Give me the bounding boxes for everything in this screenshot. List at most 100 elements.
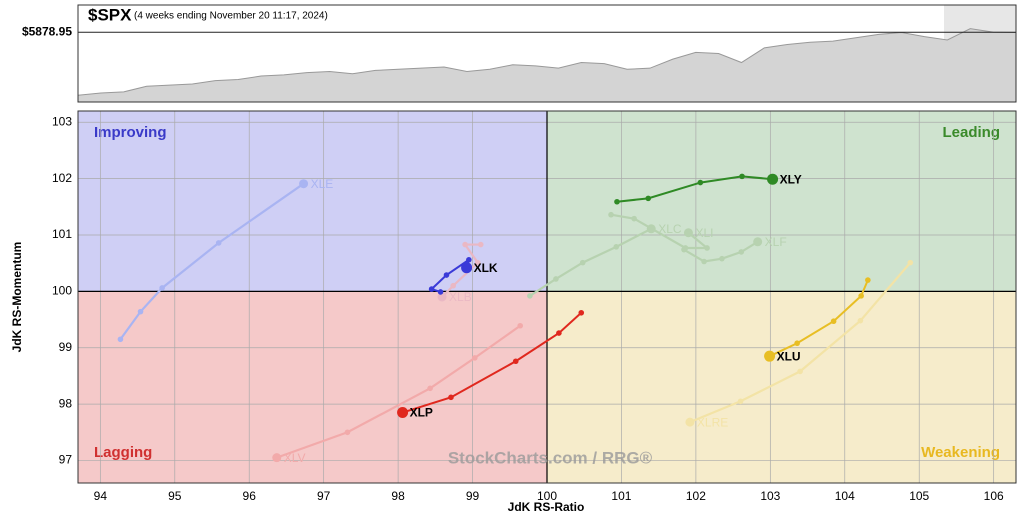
tail-point: [527, 293, 533, 299]
x-tick-label: 99: [466, 489, 480, 503]
series-label: XLRE: [697, 415, 728, 429]
x-tick-label: 105: [909, 489, 929, 503]
tail-point: [517, 322, 523, 329]
series-label: XLP: [410, 406, 433, 420]
x-tick-label: 96: [243, 489, 257, 503]
tail-point: [738, 249, 745, 255]
x-axis-label: JdK RS-Ratio: [508, 500, 585, 514]
price-frame: [77, 4, 1017, 103]
series-label: XLB: [449, 290, 472, 304]
tail-point: [797, 368, 803, 375]
x-tick-label: 104: [835, 489, 855, 503]
series-label: XLI: [695, 226, 713, 240]
series-label: XLE: [311, 177, 334, 191]
y-tick-label: 102: [52, 171, 72, 185]
series-label: XLF: [765, 235, 787, 249]
head-marker: [683, 228, 693, 238]
tail-point: [737, 398, 744, 405]
plot-frame: [77, 110, 1017, 484]
tail-point: [704, 245, 710, 251]
series-label: XLY: [780, 172, 802, 186]
tail-point: [579, 259, 586, 266]
tail-point: [137, 308, 144, 315]
tail-point: [608, 211, 614, 218]
quadrant: [547, 291, 1016, 483]
tail-point: [857, 317, 864, 324]
tail-point: [681, 246, 687, 253]
price-subtitle: (4 weeks ending November 20 11:17, 2024): [134, 11, 328, 22]
head-marker: [685, 417, 695, 427]
quadrant-label: Improving: [94, 124, 167, 141]
tail-point: [215, 240, 222, 246]
tail-point: [794, 340, 800, 347]
series-label: XLK: [474, 261, 498, 275]
y-tick-label: 100: [52, 284, 72, 298]
tail-point: [437, 289, 444, 295]
x-tick-label: 94: [94, 489, 108, 503]
tail-point: [578, 309, 585, 316]
tail-point: [865, 277, 871, 283]
tail-point: [477, 241, 484, 248]
price-area: [78, 28, 1016, 102]
x-tick-label: 98: [391, 489, 405, 503]
series-label: XLC: [658, 222, 682, 236]
tail-point: [858, 293, 864, 299]
tail-point: [907, 259, 914, 266]
tail-point: [450, 282, 457, 289]
tail-point: [614, 198, 620, 205]
tail-point: [556, 330, 562, 336]
y-tick-label: 103: [52, 114, 72, 128]
tail-point: [512, 358, 519, 365]
y-tick-label: 98: [59, 396, 73, 410]
tail-point: [645, 195, 652, 202]
rrg-panel: Improving Leading Lagging Weakening 94 95 96 97…: [52, 110, 1017, 503]
tail-point: [462, 241, 468, 248]
head-marker: [437, 292, 447, 302]
y-tick-label: 101: [52, 227, 72, 241]
reference-label: $5878.95: [22, 24, 72, 38]
quadrant-label: Weakening: [921, 444, 1000, 461]
tail-point: [613, 244, 620, 250]
tail-point: [117, 336, 124, 343]
tail-point: [344, 429, 351, 436]
tail-point: [701, 258, 707, 265]
tail-point: [471, 355, 478, 361]
head-marker: [753, 237, 763, 247]
tail-point: [159, 285, 165, 291]
head-marker: [397, 407, 409, 419]
tail-point: [474, 259, 481, 266]
y-tick-label: 97: [59, 453, 73, 467]
x-tick-label: 106: [984, 489, 1004, 503]
x-tick-label: 101: [611, 489, 631, 503]
x-tick-label: 103: [760, 489, 780, 503]
price-title: $SPX: [88, 5, 132, 24]
x-tick-label: 95: [168, 489, 182, 503]
quadrant-label: Lagging: [94, 444, 152, 461]
watermark: StockCharts.com / RRG®: [448, 448, 653, 467]
head-marker: [272, 453, 282, 463]
head-marker: [767, 173, 779, 185]
tail-point: [448, 394, 454, 401]
tail-point: [427, 385, 433, 392]
tail-point: [719, 255, 725, 262]
tail-point: [739, 173, 745, 180]
series-label: XLU: [777, 349, 801, 363]
tail-point: [466, 257, 472, 263]
tail-point: [553, 276, 559, 282]
head-marker: [764, 350, 776, 362]
quadrant-label: Leading: [942, 124, 1000, 141]
tail-point: [443, 272, 450, 278]
tail-point: [697, 179, 704, 186]
tail-point: [631, 215, 637, 222]
tail-point: [428, 286, 435, 292]
price-panel: $SPX (4 weeks ending November 20 11:17, …: [22, 4, 1017, 103]
head-marker: [461, 262, 473, 274]
x-tick-label: 102: [686, 489, 706, 503]
price-line: [77, 28, 1017, 96]
x-tick-label: 100: [537, 489, 557, 503]
head-marker: [299, 179, 309, 189]
tail-point: [830, 318, 837, 325]
x-tick-label: 97: [317, 489, 331, 503]
y-tick-label: 99: [59, 340, 73, 354]
